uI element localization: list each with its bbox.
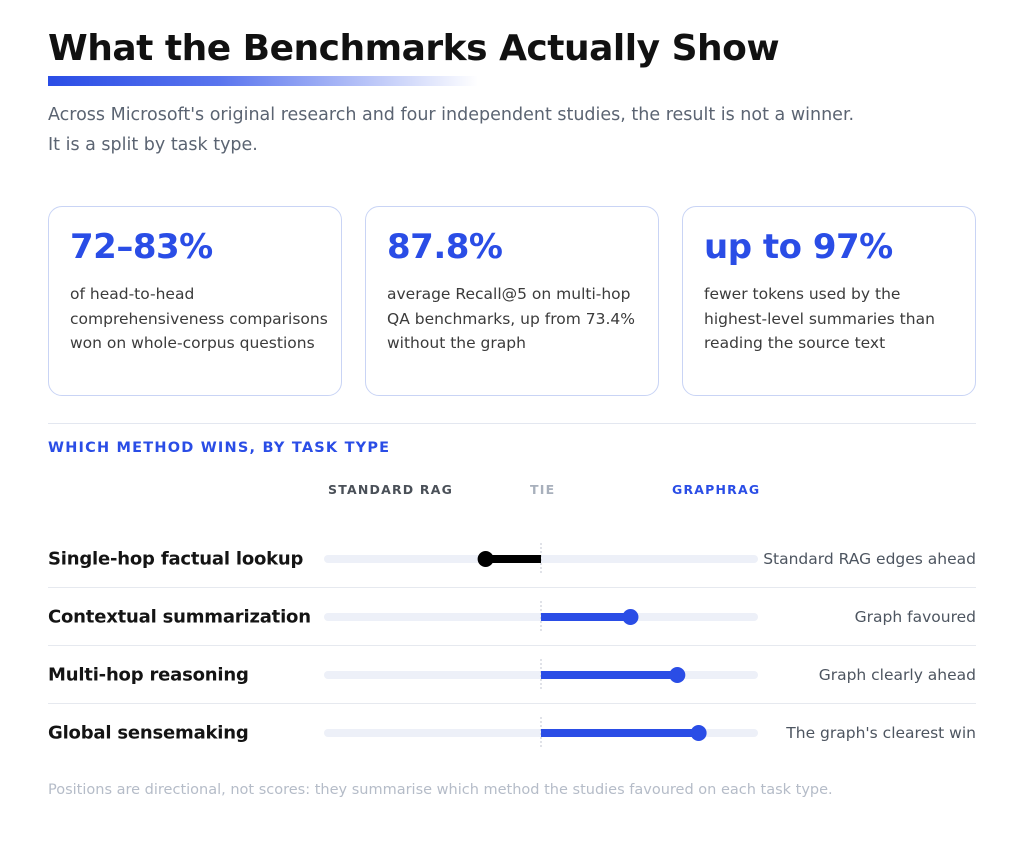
section-divider	[48, 423, 976, 424]
verdict-label: Graph clearly ahead	[818, 666, 976, 684]
scale-label-graphrag: GRAPHRAG	[672, 482, 761, 497]
stat-description: of head-to-head comprehensiveness compar…	[70, 285, 328, 352]
row-divider	[48, 703, 976, 704]
stat-description: average Recall@5 on multi-hop QA benchma…	[387, 285, 635, 352]
page-subtitle: Across Microsoft's original research and…	[48, 105, 855, 155]
stat-card-tokens: up to 97% fewer tokens used by the highe…	[682, 206, 976, 396]
meter-marker	[477, 551, 494, 567]
task-label: Single-hop factual lookup	[48, 548, 304, 570]
stat-card-comprehensiveness: 72–83% of head-to-head comprehensiveness…	[48, 206, 342, 396]
task-row: Multi-hop reasoning Graph clearly ahead	[48, 646, 976, 704]
row-divider	[48, 645, 976, 646]
task-row: Global sensemaking The graph's clearest …	[48, 704, 976, 762]
page-title: What the Benchmarks Actually Show	[48, 28, 780, 69]
meter-marker	[669, 667, 686, 683]
title-underline	[48, 76, 478, 86]
task-row: Contextual summarization Graph favoured	[48, 588, 976, 646]
task-label: Multi-hop reasoning	[48, 664, 249, 686]
task-meter	[324, 601, 758, 633]
task-label: Contextual summarization	[48, 606, 311, 628]
task-meter	[324, 717, 758, 749]
stat-value: 87.8%	[387, 227, 503, 267]
verdict-label: Standard RAG edges ahead	[763, 550, 976, 568]
meter-marker	[622, 609, 639, 625]
task-meter	[324, 543, 758, 575]
section-label: WHICH METHOD WINS, BY TASK TYPE	[48, 440, 391, 456]
stat-card-recall: 87.8% average Recall@5 on multi-hop QA b…	[365, 206, 659, 396]
scale-label-tie: TIE	[530, 482, 556, 497]
task-label: Global sensemaking	[48, 722, 249, 744]
stat-description: fewer tokens used by the highest-level s…	[704, 285, 935, 352]
footnote: Positions are directional, not scores: t…	[48, 782, 833, 798]
task-meter	[324, 659, 758, 691]
stat-value: 72–83%	[70, 227, 213, 267]
task-row: Single-hop factual lookup Standard RAG e…	[48, 530, 976, 588]
meter-marker	[690, 725, 707, 741]
scale-label-standard-rag: STANDARD RAG	[328, 482, 454, 497]
verdict-label: The graph's clearest win	[786, 724, 976, 742]
verdict-label: Graph favoured	[854, 608, 976, 626]
stat-value: up to 97%	[704, 227, 893, 267]
row-divider	[48, 587, 976, 588]
